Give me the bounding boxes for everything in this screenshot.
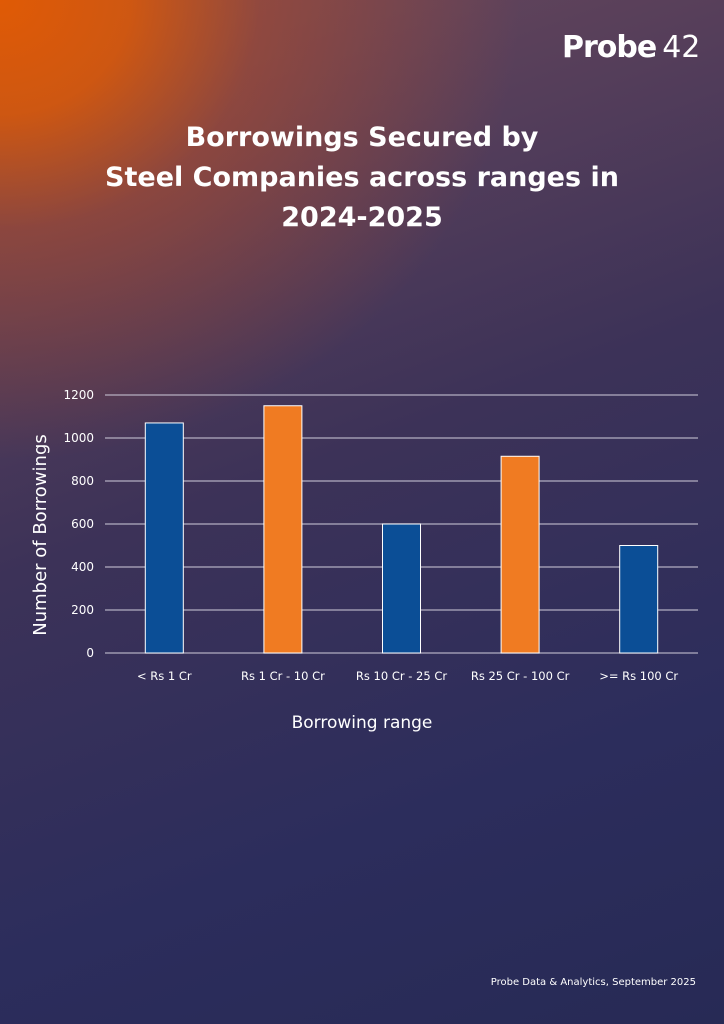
x-tick-label: Rs 10 Cr - 25 Cr bbox=[356, 669, 447, 683]
chart-title: Borrowings Secured by Steel Companies ac… bbox=[0, 118, 724, 238]
title-line-3: 2024-2025 bbox=[281, 202, 443, 233]
probe42-logo: Probe 42 bbox=[562, 30, 700, 65]
y-tick-label: 600 bbox=[71, 517, 94, 531]
title-line-1: Borrowings Secured by bbox=[185, 122, 539, 153]
title-line-2: Steel Companies across ranges in bbox=[105, 162, 619, 193]
bar bbox=[500, 455, 540, 654]
bar bbox=[144, 422, 184, 654]
bar bbox=[382, 523, 421, 654]
bar bbox=[619, 545, 659, 654]
y-axis-title: Number of Borrowings bbox=[30, 434, 51, 636]
logo-number: 42 bbox=[662, 30, 701, 65]
x-tick-label: >= Rs 100 Cr bbox=[599, 669, 678, 683]
y-tick-label: 0 bbox=[86, 646, 94, 660]
y-tick-label: 200 bbox=[71, 603, 94, 617]
bar bbox=[263, 405, 303, 654]
x-tick-label: Rs 25 Cr - 100 Cr bbox=[471, 669, 570, 683]
y-tick-label: 800 bbox=[71, 474, 94, 488]
y-tick-label: 400 bbox=[71, 560, 94, 574]
x-axis-title: Borrowing range bbox=[292, 713, 433, 733]
logo-word: Probe bbox=[562, 30, 657, 65]
footer-credit: Probe Data & Analytics, September 2025 bbox=[490, 977, 696, 988]
y-tick-label: 1200 bbox=[63, 388, 94, 402]
x-tick-label: Rs 1 Cr - 10 Cr bbox=[241, 669, 325, 683]
x-tick-label: < Rs 1 Cr bbox=[137, 669, 192, 683]
y-tick-label: 1000 bbox=[63, 431, 94, 445]
